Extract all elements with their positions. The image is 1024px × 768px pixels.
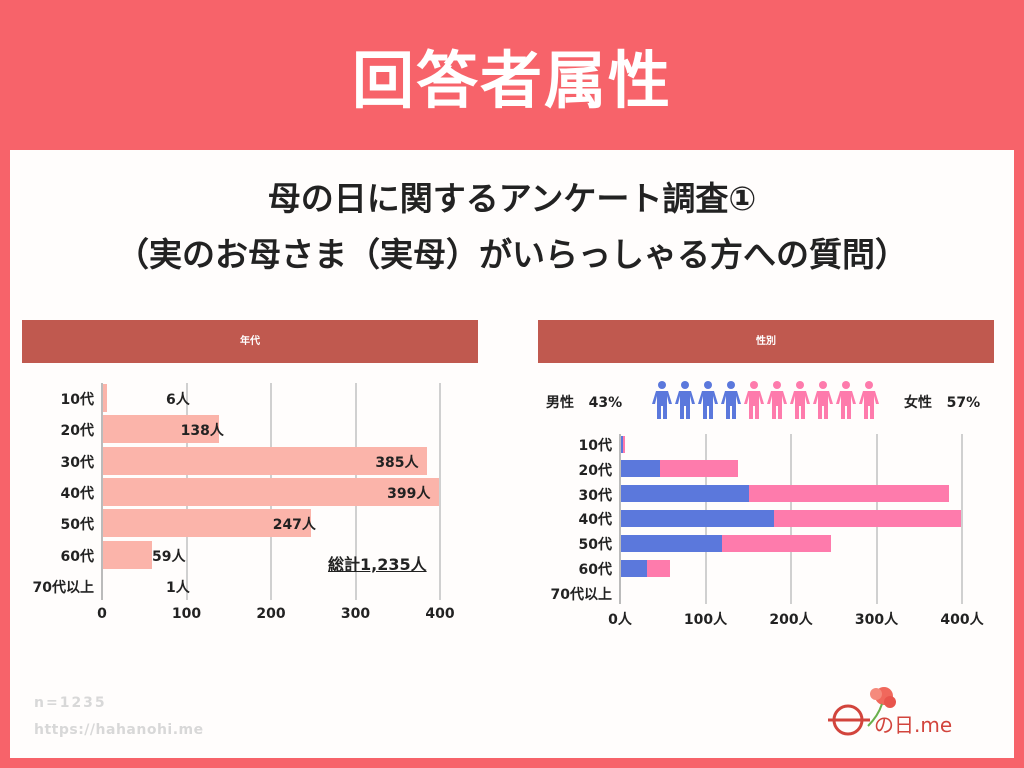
x-tick-label: 300 xyxy=(340,606,371,622)
data-label: 1人 xyxy=(166,579,190,596)
bar-female xyxy=(773,509,962,527)
category-label: 10代 xyxy=(60,392,94,408)
x-tick-label: 100 xyxy=(171,606,202,622)
male-person-icon xyxy=(721,381,741,419)
sample-size: n=1235 xyxy=(34,695,107,711)
bar xyxy=(102,509,311,538)
data-label: 59人 xyxy=(152,548,186,565)
carnation-logo-icon: の日.me xyxy=(828,687,952,737)
category-label: 40代 xyxy=(578,512,612,529)
female-person-icon xyxy=(744,381,764,419)
page-title: 回答者属性 xyxy=(351,44,672,117)
data-label: 385人 xyxy=(375,454,419,471)
site-logo: の日.me xyxy=(826,682,996,742)
bar xyxy=(102,540,152,569)
axis-line xyxy=(101,383,103,600)
svg-text:の日.me: の日.me xyxy=(874,713,952,737)
bar-female xyxy=(721,534,832,552)
x-tick-label: 100人 xyxy=(683,612,728,628)
category-label: 10代 xyxy=(578,438,612,454)
bar xyxy=(102,415,219,444)
bar-male xyxy=(620,460,661,478)
male-label: 男性 xyxy=(546,395,574,411)
male-person-icon xyxy=(675,381,695,419)
category-label: 50代 xyxy=(60,517,94,534)
gridline xyxy=(961,434,963,604)
bar-male xyxy=(620,435,623,453)
x-tick-label: 0人 xyxy=(608,612,632,628)
bar-male xyxy=(620,534,722,552)
x-tick-label: 200人 xyxy=(769,612,813,628)
female-legend: 女性 57% xyxy=(904,392,980,412)
data-label: 138人 xyxy=(180,423,224,440)
data-label: 399人 xyxy=(387,485,431,502)
male-legend: 男性 43% xyxy=(546,392,622,412)
category-label: 30代 xyxy=(60,454,94,471)
gender-chart-header: 性別 xyxy=(538,320,994,363)
female-person-icon xyxy=(790,381,810,419)
category-label: 20代 xyxy=(60,423,94,440)
people-icons xyxy=(652,380,879,420)
total-annotation: 総計1,235人 xyxy=(328,555,427,574)
age-chart-header: 年代 xyxy=(22,320,478,363)
male-person-icon xyxy=(652,381,672,419)
category-label: 60代 xyxy=(60,548,94,565)
category-label: 70代以上 xyxy=(550,586,612,603)
x-tick-label: 400人 xyxy=(940,612,984,628)
category-label: 70代以上 xyxy=(32,579,94,596)
bar-female xyxy=(622,435,626,453)
bar xyxy=(102,477,440,506)
female-pct: 57% xyxy=(946,395,981,411)
bar-female xyxy=(647,559,671,577)
bar-male xyxy=(620,509,774,527)
bar-female xyxy=(749,485,950,503)
female-person-icon xyxy=(813,381,833,419)
female-person-icon xyxy=(767,381,787,419)
survey-subtitle: （実のお母さま（実母）がいらっしゃる方への質問） xyxy=(116,235,908,274)
site-url: https://hahanohi.me xyxy=(34,722,204,738)
bar-male xyxy=(620,559,648,577)
female-person-icon xyxy=(836,381,856,419)
category-label: 30代 xyxy=(578,487,612,504)
female-label: 女性 xyxy=(904,395,932,411)
x-tick-label: 200 xyxy=(256,606,286,622)
x-tick-label: 300人 xyxy=(854,612,899,628)
category-label: 40代 xyxy=(60,485,94,502)
data-label: 247人 xyxy=(272,517,316,534)
survey-title: 母の日に関するアンケート調査① xyxy=(267,179,757,218)
x-tick-label: 0 xyxy=(97,606,107,622)
female-person-icon xyxy=(859,381,879,419)
male-pct: 43% xyxy=(588,395,623,411)
data-label: 6人 xyxy=(166,392,190,408)
bar-female xyxy=(660,460,738,478)
bar-male xyxy=(620,485,750,503)
category-label: 20代 xyxy=(578,462,612,479)
male-person-icon xyxy=(698,381,718,419)
x-tick-label: 400 xyxy=(425,606,455,622)
bar xyxy=(102,384,108,412)
category-label: 50代 xyxy=(578,537,612,554)
axis-line xyxy=(619,434,621,604)
bar xyxy=(102,446,428,475)
gridline xyxy=(439,383,441,600)
category-label: 60代 xyxy=(578,562,612,578)
